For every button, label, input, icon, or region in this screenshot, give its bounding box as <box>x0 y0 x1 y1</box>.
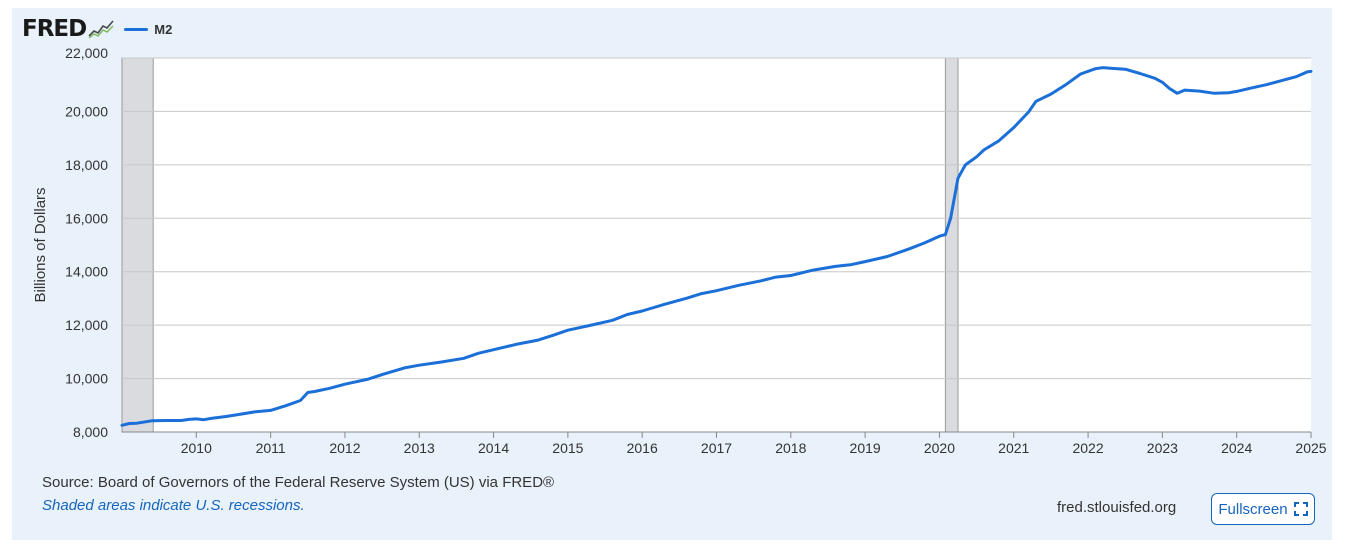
x-tick-label-13: 2023 <box>1147 440 1178 456</box>
plot-area <box>122 58 1311 432</box>
y-tick-label-6: 20,000 <box>65 103 108 119</box>
x-tick-label-9: 2019 <box>850 440 881 456</box>
y-axis-label: Billions of Dollars <box>32 187 49 302</box>
fullscreen-label: Fullscreen <box>1218 500 1288 518</box>
x-tick-label-7: 2017 <box>701 440 732 456</box>
y-tick-label-5: 18,000 <box>65 157 108 173</box>
x-tick-label-4: 2014 <box>478 440 509 456</box>
recession-band-1 <box>944 57 959 433</box>
y-tick-label-1: 10,000 <box>65 371 108 387</box>
recession-note: Shaded areas indicate U.S. recessions. <box>42 497 305 514</box>
recession-band-0 <box>121 57 154 433</box>
fred-chart-icon <box>88 20 114 39</box>
series-line-m2 <box>120 66 1313 427</box>
legend[interactable]: M2 <box>124 22 172 37</box>
y-tick-label-2: 12,000 <box>65 317 108 333</box>
series-lines <box>120 66 1313 427</box>
source-note: Source: Board of Governors of the Federa… <box>42 474 555 491</box>
x-tick-label-1: 2011 <box>256 440 286 456</box>
y-tick-label-3: 14,000 <box>65 264 108 280</box>
chart-header: FRED M2 <box>22 16 172 42</box>
x-tick-label-0: 2010 <box>181 440 212 456</box>
recession-bands <box>121 57 1311 433</box>
legend-label-m2: M2 <box>154 21 173 37</box>
x-tick-label-3: 2013 <box>404 440 435 456</box>
y-tick-label-0: 8,000 <box>73 424 108 440</box>
y-tick-label-7: 22,000 <box>65 45 108 61</box>
y-tick-label-4: 16,000 <box>65 210 108 226</box>
x-tick-label-11: 2021 <box>998 440 1029 456</box>
site-url[interactable]: fred.stlouisfed.org <box>1057 499 1177 516</box>
x-tick-label-15: 2025 <box>1295 440 1326 456</box>
x-tick-label-5: 2015 <box>552 440 583 456</box>
axes <box>122 431 1312 438</box>
x-tick-label-12: 2022 <box>1072 440 1103 456</box>
tick-labels: 8,000 10,000 12,000 14,000 16,000 18,000 20,00… <box>65 45 1327 456</box>
fullscreen-button[interactable]: Fullscreen <box>1211 493 1315 525</box>
x-tick-label-14: 2024 <box>1221 440 1252 456</box>
expand-icon <box>1293 502 1308 516</box>
x-tick-label-6: 2016 <box>627 440 658 456</box>
x-tick-label-10: 2020 <box>924 440 955 456</box>
x-tick-label-8: 2018 <box>775 440 806 456</box>
legend-swatch <box>124 27 149 31</box>
fred-logo[interactable]: FRED <box>22 16 87 42</box>
x-tick-label-2: 2012 <box>329 440 360 456</box>
